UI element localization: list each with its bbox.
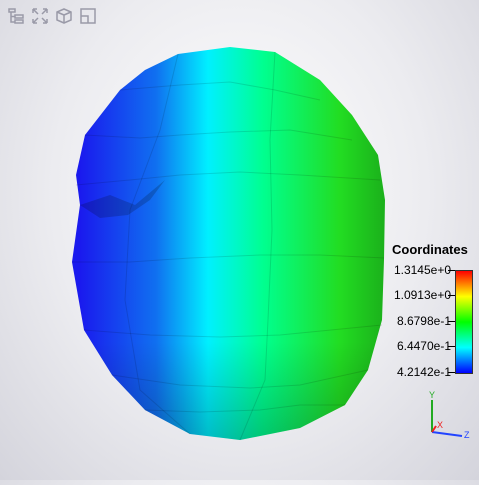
axis-triad: Y X Z (420, 388, 476, 444)
legend-label: 8.6798e-1 (396, 314, 451, 328)
legend-label: 6.4470e-1 (396, 339, 451, 353)
legend-tick (448, 321, 455, 322)
legend-tick (448, 295, 455, 296)
legend-colorbar (455, 270, 473, 374)
legend-title: Coordinates (392, 242, 468, 257)
legend-label-max: 1.3145e+0 (393, 263, 451, 277)
z-axis-label: Z (464, 430, 470, 440)
cube-view-icon[interactable] (54, 6, 74, 26)
y-axis-label: Y (429, 390, 436, 400)
legend-label-min: 4.2142e-1 (396, 365, 451, 379)
axis-triad-lines (431, 400, 463, 437)
legend-tick (448, 346, 455, 347)
legend-label: 1.0913e+0 (393, 288, 451, 302)
tree-view-icon[interactable] (6, 6, 26, 26)
view-toolbar (6, 6, 98, 26)
x-axis-label: X (437, 420, 444, 430)
legend-tick (448, 372, 455, 373)
legend-tick (448, 270, 455, 271)
fit-view-icon[interactable] (30, 6, 50, 26)
window-layout-icon[interactable] (78, 6, 98, 26)
